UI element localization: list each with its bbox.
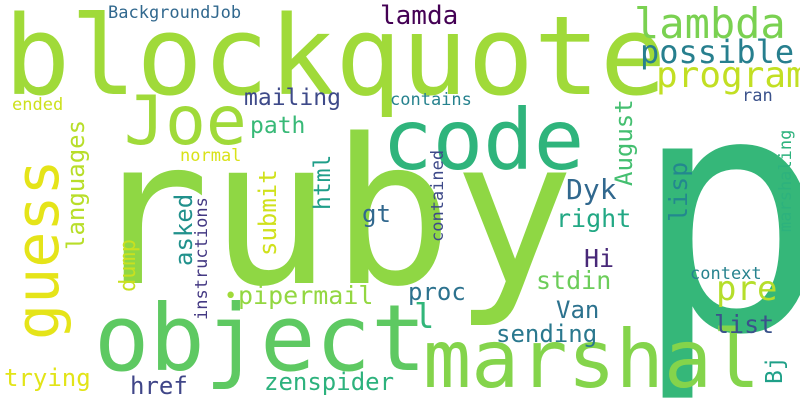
word-path: path [250,113,306,139]
word-html: html [310,154,336,210]
word-blockquote: blockquote [4,0,667,120]
word-pipermail: pipermail [238,281,374,310]
word-bullet: • [224,284,238,309]
word-zenspider: zenspider [264,368,395,396]
word-dump: dump [116,239,141,292]
word-contained: contained [428,149,448,242]
word-href: href [130,372,188,400]
word-ended: ended [12,95,64,115]
word-marshal: marshal [423,313,761,400]
word-languages: languages [62,119,90,250]
word-program: program [656,55,800,96]
word-l: l [414,297,435,337]
word-dyk: Dyk [566,173,617,206]
word-normal: normal [180,146,242,166]
word-gt: gt [362,200,391,228]
word-backgroundjob: BackgroundJob [108,3,242,23]
word-instructions: instructions [192,197,212,320]
word-possible: possible [640,33,795,71]
word-p: p [632,23,800,400]
word-stdin: stdin [536,266,612,295]
word-lisp: lisp [664,161,693,222]
word-list: list [714,310,775,339]
word-trying: trying [4,364,91,392]
word-code: code [382,91,585,189]
word-hi: Hi [584,244,615,273]
word-lamda: lamda [380,1,459,31]
word-right: right [556,204,632,233]
word-object: object [94,285,427,392]
word-marshaling: marshaling [776,129,796,232]
word-sending: sending [496,320,598,348]
word-ruby: ruby [88,95,575,331]
word-proc: proc [408,278,466,306]
word-context: context [690,264,762,284]
word-bj: Bj [762,356,788,384]
word-mailing: mailing [244,85,341,111]
word-pre: pre [716,269,778,309]
word-guess: guess [3,159,73,340]
word-joe: Joe [124,82,247,161]
word-ran: ran [742,86,773,106]
word-van: Van [556,296,600,324]
word-lambda: lambda [634,0,786,48]
word-submit: submit [254,169,282,256]
word-contains: contains [390,90,472,110]
